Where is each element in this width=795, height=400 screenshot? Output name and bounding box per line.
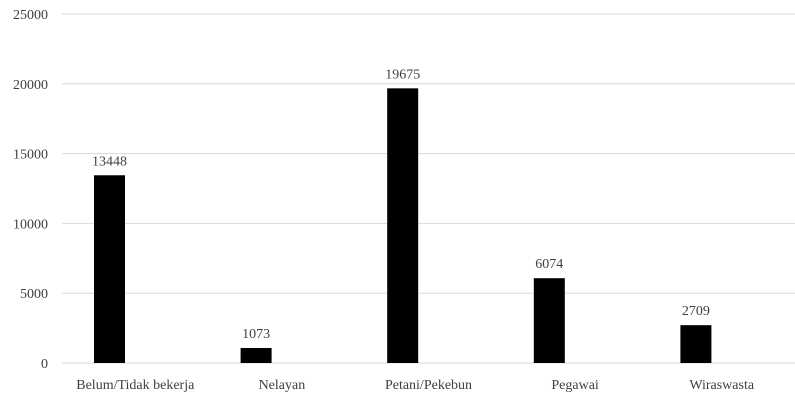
x-axis-categories: Belum/Tidak bekerja Nelayan Petani/Pekebun… — [76, 378, 755, 393]
bar — [680, 325, 712, 363]
bar — [240, 348, 272, 363]
y-tick-label: 20000 — [13, 78, 48, 93]
y-tick-label: 15000 — [13, 148, 48, 163]
data-label: 19675 — [385, 67, 420, 82]
bar — [387, 88, 419, 363]
data-labels: 13448 1073 19675 6074 2709 — [92, 67, 710, 342]
x-category-label: Petani/Pekebun — [385, 378, 472, 393]
bar — [94, 175, 125, 363]
bar — [533, 278, 565, 363]
x-category-label: Nelayan — [259, 378, 306, 393]
y-tick-label: 0 — [41, 357, 48, 372]
x-category-label: Belum/Tidak bekerja — [76, 378, 195, 393]
gridlines — [62, 13, 795, 364]
x-category-label: Pegawai — [551, 378, 599, 393]
x-category-label: Wiraswasta — [689, 378, 755, 393]
y-tick-label: 25000 — [13, 8, 48, 23]
bars — [94, 88, 712, 363]
data-label: 6074 — [535, 257, 563, 272]
data-label: 2709 — [682, 304, 710, 319]
y-tick-label: 10000 — [13, 217, 48, 232]
y-axis-ticks: 0 5000 10000 15000 20000 25000 — [13, 8, 48, 372]
y-tick-label: 5000 — [20, 287, 48, 302]
data-label: 1073 — [242, 327, 270, 342]
data-label: 13448 — [92, 154, 127, 169]
